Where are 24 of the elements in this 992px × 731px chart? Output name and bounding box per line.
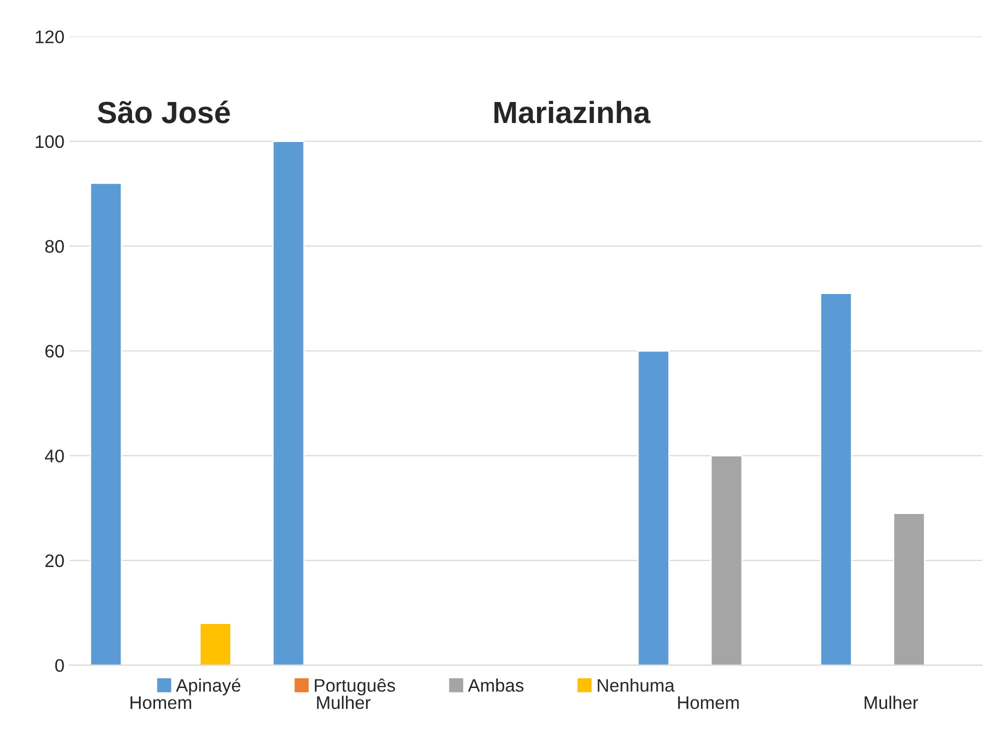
x-tick-label: Mulher [864,696,918,710]
y-tick-label: 60 [45,344,64,358]
legend-label: Português [314,678,396,696]
legend-label: Ambas [468,678,524,692]
x-tick-label: Homem [678,696,739,710]
legend-label: Apinayé [176,678,240,696]
legend-label: Nenhuma [598,678,675,692]
y-tick-label: 40 [44,450,64,462]
y-tick-label: 120 [36,30,64,44]
annotation: São José [98,100,230,124]
bar [199,622,232,666]
bar [637,350,670,666]
y-tick-label: 0 [55,659,64,672]
bar [90,182,122,666]
y-tick-label: 80 [45,240,64,253]
y-tick-label: 100 [36,135,64,148]
annotation: Mariazinha [494,100,651,124]
bar [892,512,926,666]
bar [272,140,305,666]
y-tick-label: 20 [45,554,64,568]
bar [820,292,852,666]
x-tick-label: Mulher [317,696,371,710]
x-tick-label: Homem [130,696,192,710]
bar [710,454,743,666]
